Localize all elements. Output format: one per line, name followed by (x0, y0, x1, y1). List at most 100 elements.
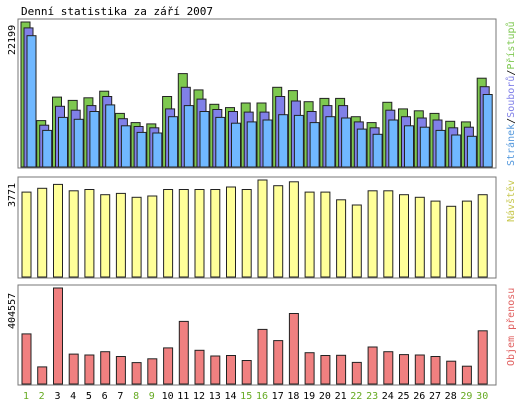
navstev-bar (477, 194, 488, 278)
navstev-bar (226, 186, 236, 278)
objem-bar (147, 358, 158, 385)
bottom-panel-legend: Objem přenosu (505, 288, 517, 366)
stranek-bar (262, 119, 273, 168)
day-label: 21 (335, 391, 347, 402)
day-label: 23 (366, 391, 378, 402)
day-label: 12 (193, 391, 205, 402)
navstev-bar (399, 194, 409, 278)
navstev-bar (131, 196, 142, 278)
stranek-bar (419, 126, 430, 168)
navstev-bar (257, 179, 268, 278)
day-label: 26 (413, 391, 425, 402)
objem-bar (461, 365, 472, 385)
navstev-bar (68, 190, 79, 278)
objem-bar (210, 355, 221, 385)
top-panel-legend: Stránek/Souborů/Přístupů (505, 21, 517, 166)
stranek-bar (293, 114, 304, 168)
stranek-bar (58, 116, 68, 168)
day-label: 19 (303, 391, 315, 402)
stranek-bar (152, 132, 163, 168)
objem-bar (477, 330, 488, 385)
stranek-bar (136, 131, 147, 168)
navstev-bar (320, 191, 331, 278)
objem-bar (226, 355, 236, 385)
bottom-panel-ymax-label: 404557 (7, 293, 18, 329)
day-label: 1 (23, 391, 29, 402)
objem-bar (446, 360, 457, 385)
navstev-bar (84, 189, 95, 278)
top-panel-ymax-label: 22199 (7, 25, 18, 55)
objem-bar (163, 347, 174, 385)
objem-bar (68, 353, 79, 385)
stranek-bar (325, 116, 336, 168)
navstev-bar (100, 194, 111, 278)
day-label: 25 (397, 391, 409, 402)
objem-bar (430, 356, 441, 385)
stranek-bar (372, 133, 383, 168)
stranek-bar (466, 135, 477, 168)
stranek-bar (482, 94, 493, 168)
day-label: 10 (162, 391, 174, 402)
navstev-bar (210, 189, 221, 278)
objem-bar (241, 360, 252, 385)
navstev-bar (21, 191, 32, 278)
legend-navstev: Návštěv (505, 180, 517, 222)
day-label: 18 (287, 391, 299, 402)
stranek-bar (278, 114, 289, 168)
navstev-bar (53, 183, 63, 278)
day-label: 11 (177, 391, 189, 402)
day-label: 29 (460, 391, 472, 402)
day-label: 27 (429, 391, 441, 402)
navstev-bar (178, 189, 189, 278)
stranek-bar (356, 128, 367, 168)
navstev-bar (336, 199, 347, 278)
navstev-bar (194, 189, 205, 278)
objem-bar (383, 351, 394, 385)
stranek-bar (105, 104, 116, 168)
objem-bar (178, 320, 189, 385)
stranek-bar (89, 111, 100, 168)
legend-stranek: Stránek (505, 124, 517, 166)
objem-bar (37, 366, 48, 385)
day-label: 17 (272, 391, 284, 402)
objem-bar (84, 354, 95, 385)
objem-bar (414, 354, 425, 385)
stranek-bar (451, 134, 462, 168)
day-label: 28 (445, 391, 457, 402)
objem-bar (288, 313, 299, 385)
stranek-bar (404, 125, 414, 168)
objem-bar (399, 354, 409, 385)
objem-bar (131, 362, 142, 385)
stranek-bar (42, 129, 53, 168)
navstev-bar (461, 200, 472, 278)
day-label: 4 (70, 391, 76, 402)
navstev-bar (147, 195, 158, 278)
navstev-bar (446, 205, 457, 278)
navstev-bar (414, 196, 425, 278)
stranek-bar (183, 105, 194, 168)
day-label: 14 (224, 391, 236, 402)
day-label: 13 (209, 391, 221, 402)
navstev-bar (163, 189, 174, 278)
navstev-bar (383, 190, 394, 278)
chart-marks (20, 21, 493, 385)
day-label: 7 (117, 391, 123, 402)
navstev-bar (304, 191, 315, 278)
day-labels: 1 2 3 4 5 6 7 8 9 10 11 12 13 14 15 16 17 18 19 20 21 22 23 24 2… (23, 391, 488, 402)
day-label: 15 (240, 391, 252, 402)
stranek-bar (246, 121, 257, 168)
day-label: 22 (350, 391, 362, 402)
day-label: 5 (86, 391, 92, 402)
day-label: 20 (319, 391, 331, 402)
stranek-bar (73, 118, 84, 168)
legend-souboru: Souborů (505, 76, 517, 118)
middle-panel-legend: Návštěv (505, 180, 517, 222)
stranek-bar (231, 122, 241, 168)
navstev-bar (273, 185, 284, 278)
navstev-bar (288, 181, 299, 278)
objem-bar (115, 356, 126, 385)
legend-separator: / (506, 70, 517, 76)
objem-bar (304, 352, 315, 385)
navstev-bar (367, 190, 378, 278)
